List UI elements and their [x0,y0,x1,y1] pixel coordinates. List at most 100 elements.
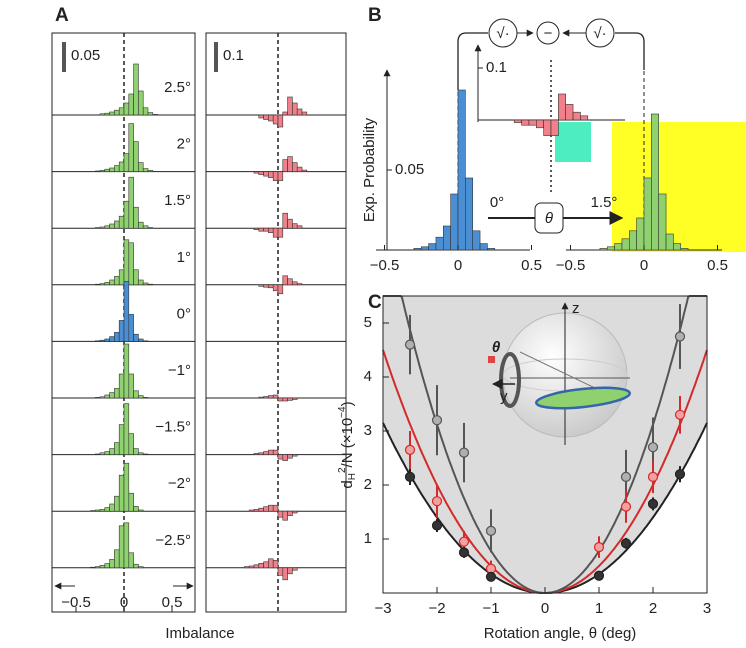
x-tick-label: 0 [454,257,462,274]
highlight [555,122,591,162]
histogram-bar [142,225,149,229]
y-tick-label: 5 [364,314,372,331]
histogram-bar [118,474,125,512]
histogram-bar [450,193,459,251]
operation: − [544,25,553,42]
histogram-bar [123,403,130,455]
data-point [593,541,605,553]
y-axis-label: Exp. Probability [361,117,378,222]
histogram-bar [123,102,130,116]
difference-bar [258,396,264,399]
x-tick-label: 0.5 [162,594,183,611]
difference-bar [296,166,303,172]
y-tick-label: 0.05 [395,161,424,178]
histogram-bar [621,238,630,251]
row-label: 2° [177,136,191,153]
difference-bar [277,227,284,238]
difference-bar [268,171,274,178]
histogram-bar [109,336,115,342]
histogram-bar [118,269,125,286]
data-point [458,536,470,547]
difference-bar [580,115,589,121]
data-point [458,447,470,458]
histogram-bar [109,503,115,512]
x-axis-label: Imbalance [165,625,234,642]
panel-letter: B [368,5,382,26]
x-tick-label: 2 [649,600,657,617]
panel-letter: C [368,292,382,313]
difference-bar [282,510,288,521]
difference-bar [258,562,264,569]
connector [457,32,488,90]
difference-bar [287,397,293,401]
histogram-bar [118,161,125,172]
sphere-inset: θ z y [488,300,632,445]
marker [488,356,495,363]
frame-right [205,32,347,613]
histogram-bar [109,392,115,399]
histogram-bar [114,442,120,455]
row-label: −1° [168,362,191,379]
histogram-bar [128,93,134,116]
difference-bar [572,111,581,121]
histogram-bar [99,565,106,569]
data-point [404,471,416,482]
difference-bar [277,397,284,402]
histogram-bar [658,193,667,251]
histogram-bar [114,549,120,569]
difference-bar [292,454,298,457]
rotation-label: θ [545,210,553,227]
histogram-bar [114,220,120,229]
difference-bar [268,395,274,399]
x-tick-label: 0 [640,257,648,274]
difference-bar [263,396,269,399]
histogram-bar [673,243,682,251]
x-tick-label: −0.5 [61,594,91,611]
histogram-bar [104,563,110,569]
histogram-bar [420,246,429,251]
histogram-bar [147,170,154,172]
difference-bar [513,119,522,123]
histogram-bar [123,239,130,286]
histogram-bar [99,396,106,399]
histogram-bar [123,522,130,569]
difference-bar [263,227,269,232]
row-label: −2.5° [155,532,191,549]
difference-bar [277,114,284,128]
histogram-bar [94,566,101,569]
row-label: 1° [177,249,191,266]
inset-label: z [572,300,580,317]
y-axis-label-part: 2 [337,467,348,473]
difference-bar [282,275,288,286]
row-label: 1.5° [164,192,191,209]
histogram-bar [138,279,144,286]
histogram-bar [104,451,110,455]
histogram-bar [457,89,466,251]
histogram-bar [133,333,139,342]
histogram-bar [99,509,106,512]
histogram-bar [636,217,645,251]
difference-bar [277,567,284,576]
difference-bar [287,567,293,575]
histogram-bar [128,552,134,569]
histogram-bar [90,510,96,512]
difference-bar [277,454,284,460]
histogram-bar [94,340,101,342]
difference-bar [258,171,264,175]
histogram-bar [128,176,134,229]
histogram-bar [104,168,110,172]
difference-bar [248,509,255,512]
histogram-bar [142,168,149,172]
y-axis-label-part: H [347,473,358,480]
histogram-bar [138,338,144,342]
difference-bar [301,111,308,116]
y-tick-label: 4 [364,368,372,385]
histogram-bar [99,452,106,455]
histogram-bar [138,162,144,172]
histogram-bar [680,248,689,251]
histogram-bar [104,507,110,512]
histogram-bar [628,230,637,251]
data-point [458,547,470,558]
difference-bar [287,278,293,286]
